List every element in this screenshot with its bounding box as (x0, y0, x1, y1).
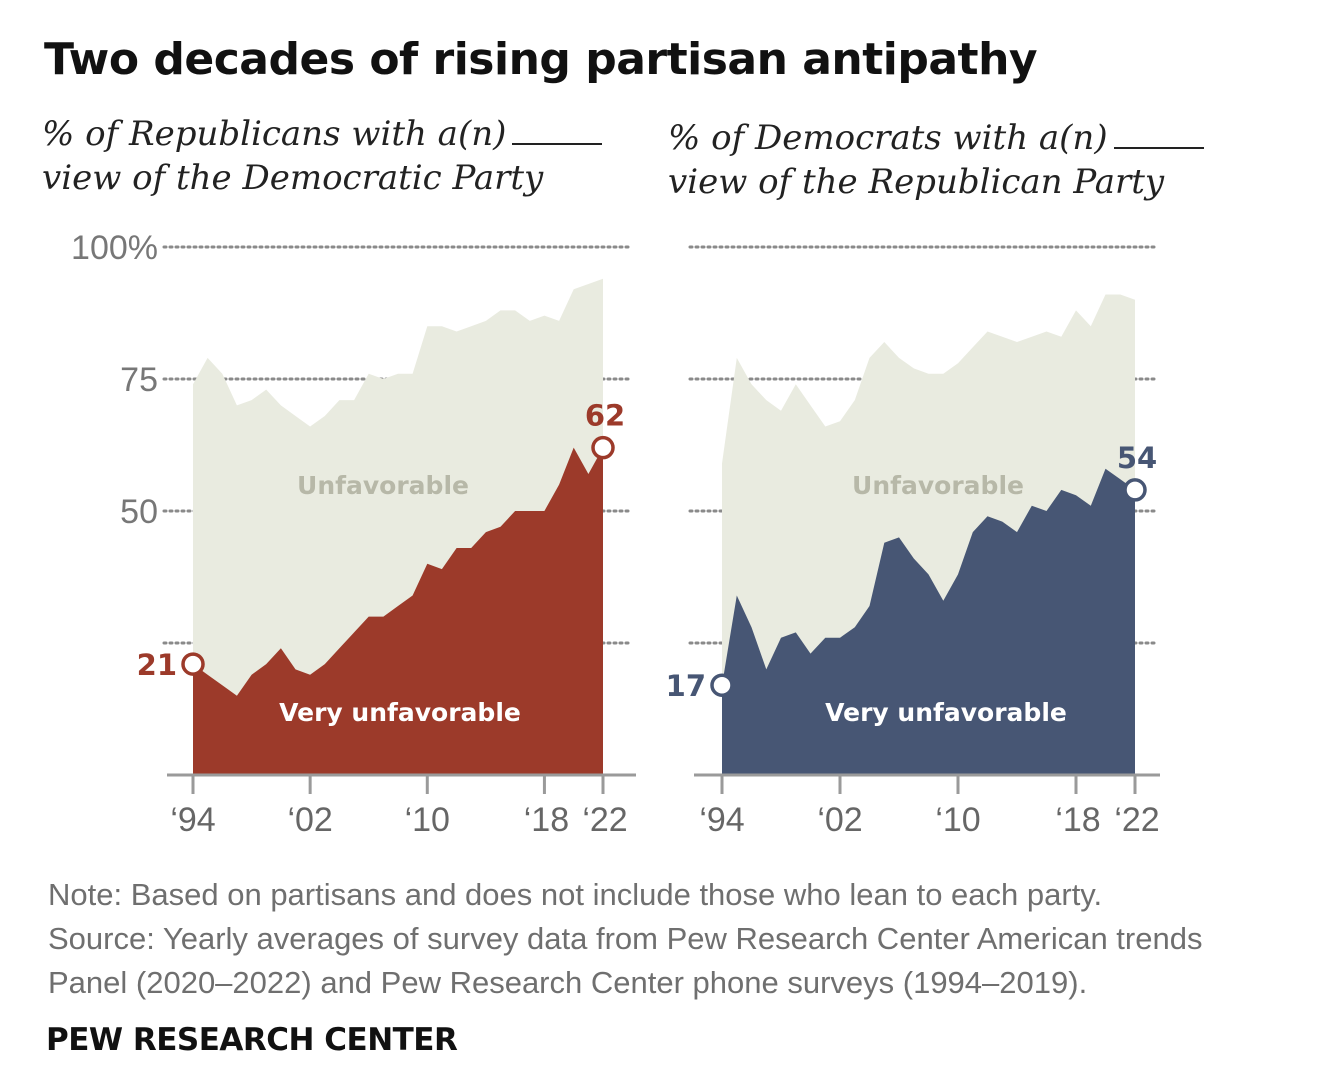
rep-unfavorable-label: Unfavorable (297, 471, 469, 500)
rep-xtick-label-2022: ‘22 (582, 801, 627, 839)
right-subtitle-line-1: % of Democrats with a(n) (668, 118, 1108, 158)
dem-xtick-label-2018: ‘18 (1055, 801, 1100, 839)
rep-ytick-label-75: 75 (120, 361, 158, 399)
rep-endpoint-marker-2022 (591, 435, 615, 460)
dem-xtick-label-2022: ‘22 (1114, 801, 1159, 839)
dem-very-unfavorable-label: Very unfavorable (825, 698, 1067, 727)
dem-endpoint-label-1994: 17 (666, 669, 706, 703)
dem-xtick-label-2002: ‘02 (817, 801, 862, 839)
rep-xtick-label-1994: ‘94 (170, 801, 215, 839)
left-chart-subtitle: % of Republicans with a(n) view of the De… (42, 112, 603, 200)
source-line-1: Source: Yearly averages of survey data f… (48, 921, 1203, 956)
dem-xtick-label-2010: ‘10 (935, 801, 980, 839)
rep-xtick-label-2018: ‘18 (524, 801, 569, 839)
rep-ytick-label-50: 50 (120, 493, 158, 531)
dem-endpoint-marker-2022 (1123, 478, 1147, 502)
left-subtitle-blank (512, 113, 603, 145)
rep-xtick-label-2010: ‘10 (405, 801, 450, 839)
chart-note: Note: Based on partisans and does not in… (48, 877, 1103, 912)
left-subtitle-line-2: view of the Democratic Party (42, 158, 544, 198)
pew-research-center-logo: PEW RESEARCH CENTER (46, 1022, 458, 1058)
right-subtitle-blank (1113, 117, 1204, 149)
rep-xtick-label-2002: ‘02 (287, 801, 332, 839)
rep-endpoint-marker-1994 (181, 652, 205, 676)
chart-title: Two decades of rising partisan antipathy (44, 34, 1038, 85)
source-line-2: Panel (2020–2022) and Pew Research Cente… (48, 965, 1088, 1000)
left-subtitle-line-1: % of Republicans with a(n) (42, 114, 507, 154)
rep-very-unfavorable-area (193, 447, 603, 775)
dem-endpoint-label-2022: 54 (1117, 441, 1157, 475)
right-subtitle-line-2: view of the Republican Party (668, 162, 1165, 202)
dem-very-unfavorable-area (722, 468, 1135, 775)
rep-endpoint-label-1994: 21 (137, 648, 177, 682)
rep-endpoint-label-2022: 62 (585, 399, 625, 433)
dem-endpoint-marker-1994 (710, 673, 734, 697)
right-chart-subtitle: % of Democrats with a(n) view of the Repu… (668, 116, 1204, 204)
rep-very-unfavorable-label: Very unfavorable (279, 698, 521, 727)
charts-canvas: ‘94 ‘02 ‘10 ‘18 ‘22 50 75 100% Unfavorable Very u… (71, 229, 1160, 839)
dem-unfavorable-label: Unfavorable (852, 471, 1024, 500)
chart-source: Source: Yearly averages of survey data f… (48, 917, 1202, 1005)
rep-ytick-label-100: 100% (71, 229, 158, 267)
dem-xtick-label-1994: ‘94 (699, 801, 744, 839)
